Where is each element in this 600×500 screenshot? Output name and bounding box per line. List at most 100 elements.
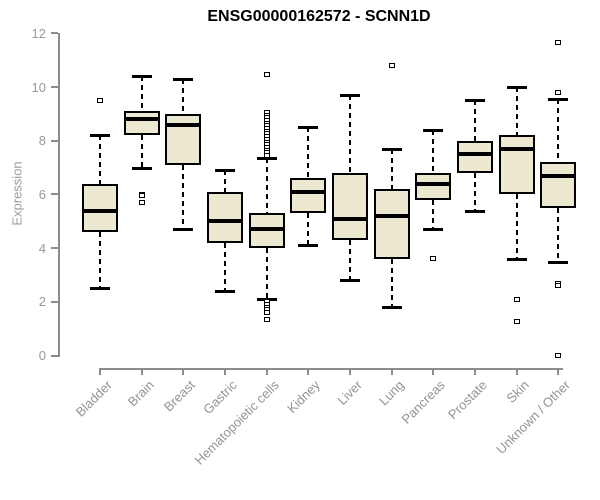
outlier-brain [138, 199, 145, 205]
y-tick-label: 8 [38, 133, 46, 149]
median-breast [165, 122, 202, 127]
whisker-cap-bottom-breast [173, 228, 194, 232]
outlier-bladder [97, 97, 103, 103]
box-unknown-other [540, 162, 577, 208]
whisker-upper-hematopoietic-cells [265, 158, 268, 214]
outlier-brain [138, 193, 145, 199]
whisker-cap-top-bladder [90, 134, 110, 138]
x-tick-mark [349, 368, 352, 375]
whisker-cap-top-gastric [215, 169, 235, 173]
whisker-lower-gastric [224, 242, 226, 292]
whisker-cap-top-liver [340, 94, 361, 98]
whisker-cap-top-unknown-other [548, 98, 569, 102]
box-skin [498, 135, 535, 195]
box-liver [332, 172, 369, 241]
whisker-cap-bottom-skin [506, 257, 527, 261]
median-gastric [207, 219, 243, 224]
median-lung [373, 213, 410, 218]
box-pancreas [415, 172, 452, 200]
outlier-skin [513, 319, 520, 325]
x-tick-mark [99, 368, 101, 375]
box-kidney [290, 178, 327, 214]
whisker-upper-bladder [99, 135, 101, 184]
whisker-cap-top-breast [173, 77, 194, 81]
x-tick-mark [307, 368, 310, 375]
median-hematopoietic-cells [248, 227, 285, 232]
y-axis-line [58, 33, 60, 358]
median-kidney [290, 189, 327, 194]
whisker-lower-liver [349, 240, 352, 281]
whisker-cap-bottom-liver [340, 279, 361, 283]
outlier-hematopoietic-cells [263, 316, 270, 322]
y-tick-mark [51, 139, 58, 142]
whisker-lower-bladder [99, 231, 101, 289]
whisker-cap-bottom-pancreas [423, 228, 444, 232]
median-pancreas [415, 181, 452, 186]
y-tick-label: 0 [38, 348, 46, 363]
whisker-cap-bottom-lung [381, 306, 402, 310]
chart-title: ENSG00000162572 - SCNN1D [207, 8, 431, 25]
x-tick-mark [474, 368, 477, 375]
whisker-cap-bottom-gastric [215, 290, 235, 294]
outlier-pancreas [430, 256, 437, 262]
whisker-lower-hematopoietic-cells [265, 248, 268, 300]
box-bladder [82, 183, 118, 232]
outlier-lung [388, 63, 395, 69]
whisker-cap-bottom-unknown-other [548, 260, 569, 264]
outlier-unknown-other [555, 40, 562, 46]
x-tick-mark [224, 368, 226, 375]
box-lung [373, 189, 410, 259]
whisker-cap-top-skin [506, 86, 527, 89]
whisker-cap-bottom-prostate [465, 209, 486, 213]
y-tick-label: 6 [38, 186, 46, 202]
outlier-hematopoietic-cells [263, 310, 270, 316]
box-breast [165, 113, 202, 165]
whisker-upper-skin [515, 87, 518, 136]
y-tick-mark [51, 193, 58, 196]
x-tick-mark [140, 368, 143, 375]
y-tick-mark [51, 86, 58, 88]
whisker-lower-pancreas [432, 199, 435, 230]
x-tick-mark [182, 368, 185, 375]
x-tick-mark [390, 368, 393, 375]
whisker-lower-prostate [474, 172, 477, 211]
whisker-lower-kidney [307, 213, 310, 246]
whisker-lower-unknown-other [557, 207, 560, 262]
whisker-cap-bottom-kidney [298, 244, 319, 248]
x-tick-mark [557, 368, 560, 375]
whisker-cap-top-lung [381, 147, 402, 151]
whisker-cap-top-brain [131, 75, 152, 79]
outlier-hematopoietic-cells [263, 152, 270, 158]
whisker-cap-top-prostate [465, 99, 486, 103]
whisker-cap-top-pancreas [423, 128, 444, 132]
y-tick-mark [51, 354, 58, 357]
box-gastric [207, 191, 243, 243]
whisker-upper-breast [182, 78, 185, 114]
whisker-upper-gastric [224, 170, 226, 192]
whisker-upper-liver [349, 95, 352, 173]
whisker-upper-lung [390, 148, 393, 190]
median-liver [332, 216, 369, 221]
y-tick-label: 4 [38, 240, 46, 256]
median-bladder [82, 208, 118, 213]
y-tick-mark [51, 300, 58, 303]
outlier-skin [513, 296, 520, 302]
median-brain [123, 117, 160, 122]
whisker-lower-skin [515, 194, 518, 259]
box-brain [123, 111, 160, 136]
x-tick-mark [432, 368, 435, 375]
whisker-upper-prostate [474, 100, 477, 141]
whisker-lower-lung [390, 258, 393, 308]
whisker-lower-breast [182, 164, 185, 230]
x-tick-mark [515, 368, 518, 375]
whisker-upper-pancreas [432, 129, 435, 173]
whisker-upper-kidney [307, 127, 310, 179]
outlier-unknown-other [555, 89, 562, 95]
x-tick-mark [265, 368, 268, 375]
outlier-unknown-other [555, 353, 562, 358]
y-tick-mark [51, 32, 58, 35]
whisker-upper-brain [140, 76, 143, 112]
y-tick-label: 10 [31, 79, 46, 95]
median-prostate [457, 152, 494, 157]
